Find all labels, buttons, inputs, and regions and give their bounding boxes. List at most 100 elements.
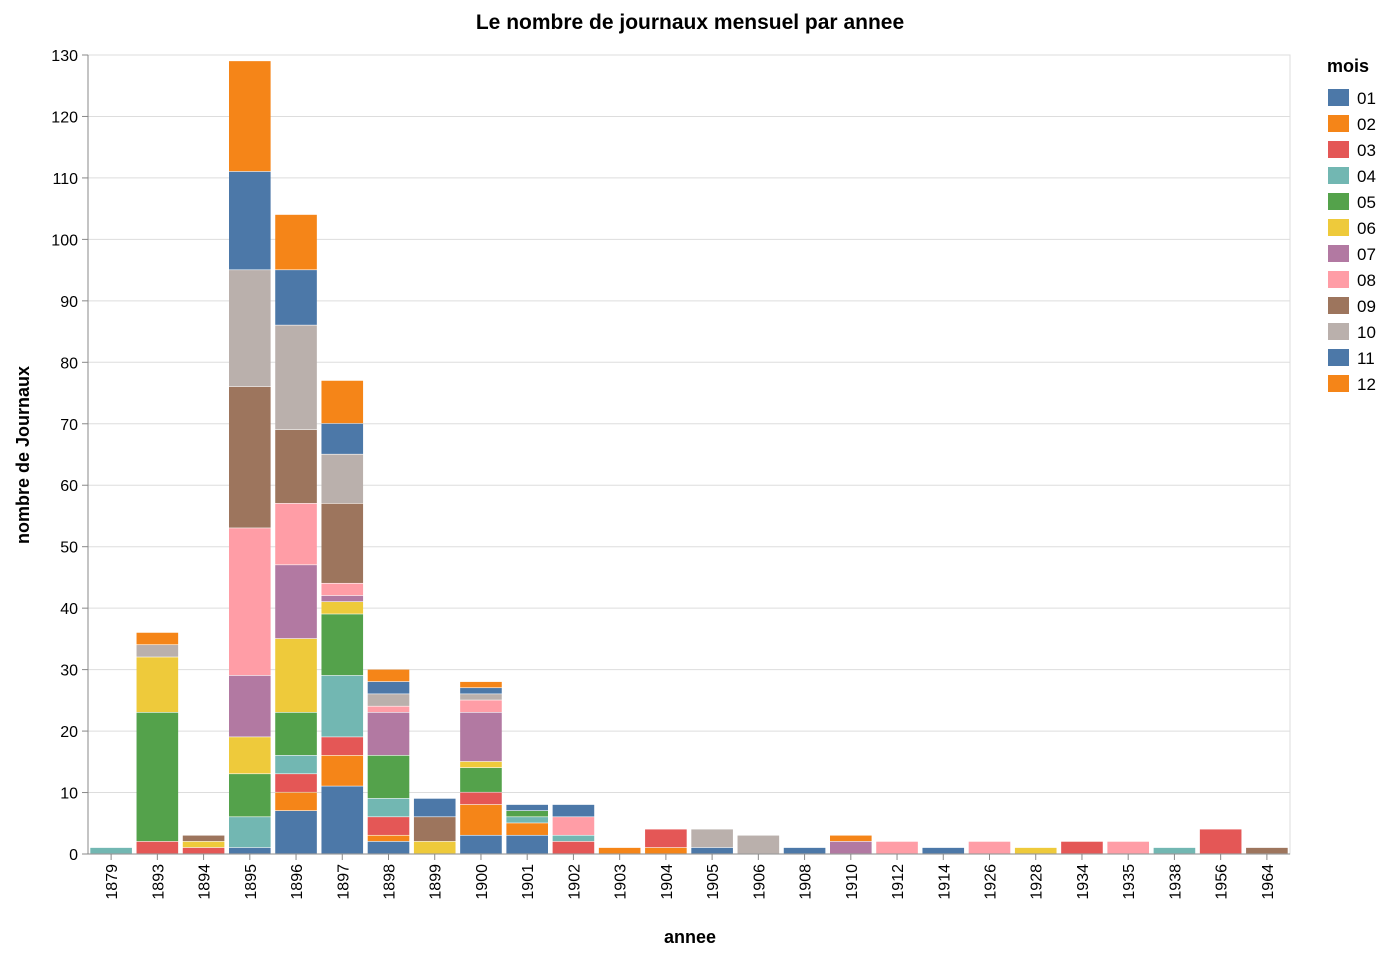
bar-segment-1896-09: 1896 / 09: 12 [275, 429, 317, 504]
x-tick-label: 1894 [197, 864, 214, 900]
bar-segment-1896-03: 1896 / 03: 3 [275, 774, 317, 792]
bar-segment-1901-01: 1901 / 01: 3 [506, 835, 548, 854]
bar-segment-1895-09: 1895 / 09: 23 [229, 386, 271, 528]
bar-segment-1896-07: 1896 / 07: 12 [275, 565, 317, 639]
y-tick-label: 20 [60, 724, 78, 741]
y-tick-label: 80 [60, 355, 78, 372]
bar-segment-1902-03: 1902 / 03: 2 [552, 841, 595, 854]
legend-swatch [1328, 193, 1349, 210]
bar-segment-1926-08: 1926 / 08: 2 [968, 841, 1011, 854]
legend-swatch [1328, 375, 1349, 392]
bar-segment-1895-06: 1895 / 06: 6 [229, 737, 271, 774]
bar-segment-1893-12: 1893 / 12: 2 [136, 632, 179, 645]
bar-segment-1897-01: 1897 / 01: 11 [321, 786, 364, 854]
legend-entry: 03 [1357, 141, 1376, 160]
bar-segment-1897-07: 1897 / 07: 1 [321, 595, 364, 602]
legend-entry: 12 [1357, 375, 1376, 394]
x-tick-label: 1964 [1260, 864, 1277, 900]
bar-segment-1912-08: 1912 / 08: 2 [876, 841, 918, 854]
bar-segment-1896-05: 1896 / 05: 7 [275, 712, 317, 756]
y-tick-label: 120 [51, 109, 78, 126]
legend-entry: 07 [1357, 245, 1376, 264]
x-tick-label: 1893 [150, 864, 167, 900]
bar-segment-1895-04: 1895 / 04: 5 [229, 817, 271, 848]
bar-segment-1897-04: 1897 / 04: 10 [321, 675, 364, 737]
bar-segment-1896-11: 1896 / 11: 9 [275, 270, 317, 325]
axes: 0 10 20 30 40 50 60 70 80 90 100 110 120 130 1879 1893 1… [51, 48, 1290, 900]
bar-segment-1896-06: 1896 / 06: 12 [275, 638, 317, 713]
bar-segment-1964-09: 1964 / 09: 1 [1246, 847, 1288, 854]
bar-segment-1898-12: 1898 / 12: 2 [367, 669, 410, 682]
legend-entry: 10 [1357, 323, 1376, 342]
bar-segment-1897-03: 1897 / 03: 3 [321, 737, 364, 756]
x-tick-label: 1904 [659, 864, 676, 900]
bar-segment-1899-09: 1899 / 09: 4 [413, 817, 456, 842]
bar-segment-1894-09: 1894 / 09: 1 [182, 835, 225, 842]
bar-segment-1904-03: 1904 / 03: 3 [645, 829, 687, 848]
x-tick-label: 1956 [1214, 864, 1231, 900]
bar-segment-1934-03: 1934 / 03: 2 [1061, 841, 1103, 854]
bar-segment-1896-04: 1896 / 04: 3 [275, 755, 317, 774]
bar-segment-1900-01: 1900 / 01: 3 [460, 835, 502, 854]
x-tick-label: 1906 [751, 864, 768, 900]
legend-title: mois [1327, 56, 1369, 76]
x-tick-label: 1903 [613, 864, 630, 900]
bar-segment-1900-08: 1900 / 08: 2 [460, 700, 502, 713]
bar-segment-1897-10: 1897 / 10: 8 [321, 454, 364, 504]
bar-segment-1895-11: 1895 / 11: 16 [229, 171, 271, 270]
y-tick-label: 70 [60, 417, 78, 434]
legend-entry: 11 [1357, 349, 1375, 368]
bar-segment-1897-06: 1897 / 06: 2 [321, 602, 364, 614]
bar-segment-1898-10: 1898 / 10: 2 [367, 694, 410, 706]
y-tick-label: 110 [52, 171, 78, 188]
bar-segment-1895-07: 1895 / 07: 10 [229, 675, 271, 737]
bar-segment-1905-01: 1905 / 01: 1 [691, 847, 733, 854]
bar-segment-1903-12: 1903 / 12: 1 [598, 847, 641, 854]
x-tick-label: 1897 [335, 864, 352, 900]
bar-segment-1898-04: 1898 / 04: 3 [367, 798, 410, 817]
y-tick-label: 90 [60, 294, 78, 311]
legend-entry: 08 [1357, 271, 1376, 290]
bar-segment-1901-04: 1901 / 04: 1 [506, 817, 548, 823]
bar-segment-1900-07: 1900 / 07: 8 [460, 712, 502, 762]
bar-segment-1879-04: 1879 / 04: 1 [90, 847, 132, 854]
y-tick-label: 10 [60, 786, 78, 803]
legend-swatch [1328, 323, 1349, 340]
bar-segment-1900-10: 1900 / 10: 1 [460, 694, 502, 700]
bar-segment-1914-01: 1914 / 01: 1 [922, 847, 965, 854]
legend-swatch [1328, 245, 1349, 262]
bar-segment-1898-01: 1898 / 01: 2 [367, 841, 410, 854]
legend-swatch [1328, 219, 1349, 236]
bar-segment-1897-09: 1897 / 09: 13 [321, 503, 364, 583]
bar-segment-1904-02: 1904 / 02: 1 [645, 847, 687, 854]
bar-segment-1895-01: 1895 / 01: 1 [229, 847, 271, 854]
legend-swatch [1328, 349, 1349, 366]
bar-segment-1896-02: 1896 / 02: 3 [275, 792, 317, 811]
bar-segment-1910-12: 1910 / 12: 1 [830, 835, 872, 842]
bar-segment-1901-05: 1901 / 05: 1 [506, 810, 548, 817]
x-tick-label: 1934 [1075, 864, 1092, 900]
x-tick-label: 1905 [705, 864, 722, 900]
bar-segment-1956-03: 1956 / 03: 4 [1199, 829, 1242, 854]
y-tick-label: 30 [60, 663, 78, 680]
legend-swatch [1328, 115, 1349, 132]
bar-segment-1898-02: 1898 / 02: 1 [367, 835, 410, 842]
x-tick-label: 1926 [983, 864, 1000, 900]
bar-segment-1901-11: 1901 / 11: 1 [506, 804, 548, 811]
legend-entry: 04 [1357, 167, 1376, 186]
bar-segment-1898-05: 1898 / 05: 7 [367, 755, 410, 799]
x-tick-label: 1935 [1121, 864, 1138, 900]
bar-segment-1896-12: 1896 / 12: 9 [275, 214, 317, 270]
x-tick-label: 1912 [890, 864, 907, 900]
bars: 1879 / 04: 11893 / 03: 21893 / 05: 21189… [90, 61, 1288, 854]
legend-swatch [1328, 297, 1349, 314]
bar-segment-1928-06: 1928 / 06: 1 [1014, 847, 1057, 854]
x-tick-label: 1896 [289, 864, 306, 900]
bar-segment-1901-02: 1901 / 02: 2 [506, 823, 548, 835]
bar-segment-1897-12: 1897 / 12: 7 [321, 380, 364, 424]
bar-segment-1895-08: 1895 / 08: 24 [229, 528, 271, 676]
y-tick-label: 50 [60, 540, 78, 557]
bar-segment-1894-03: 1894 / 03: 1 [182, 847, 225, 854]
bar-segment-1899-06: 1899 / 06: 2 [413, 841, 456, 854]
legend-entry: 01 [1357, 89, 1376, 108]
